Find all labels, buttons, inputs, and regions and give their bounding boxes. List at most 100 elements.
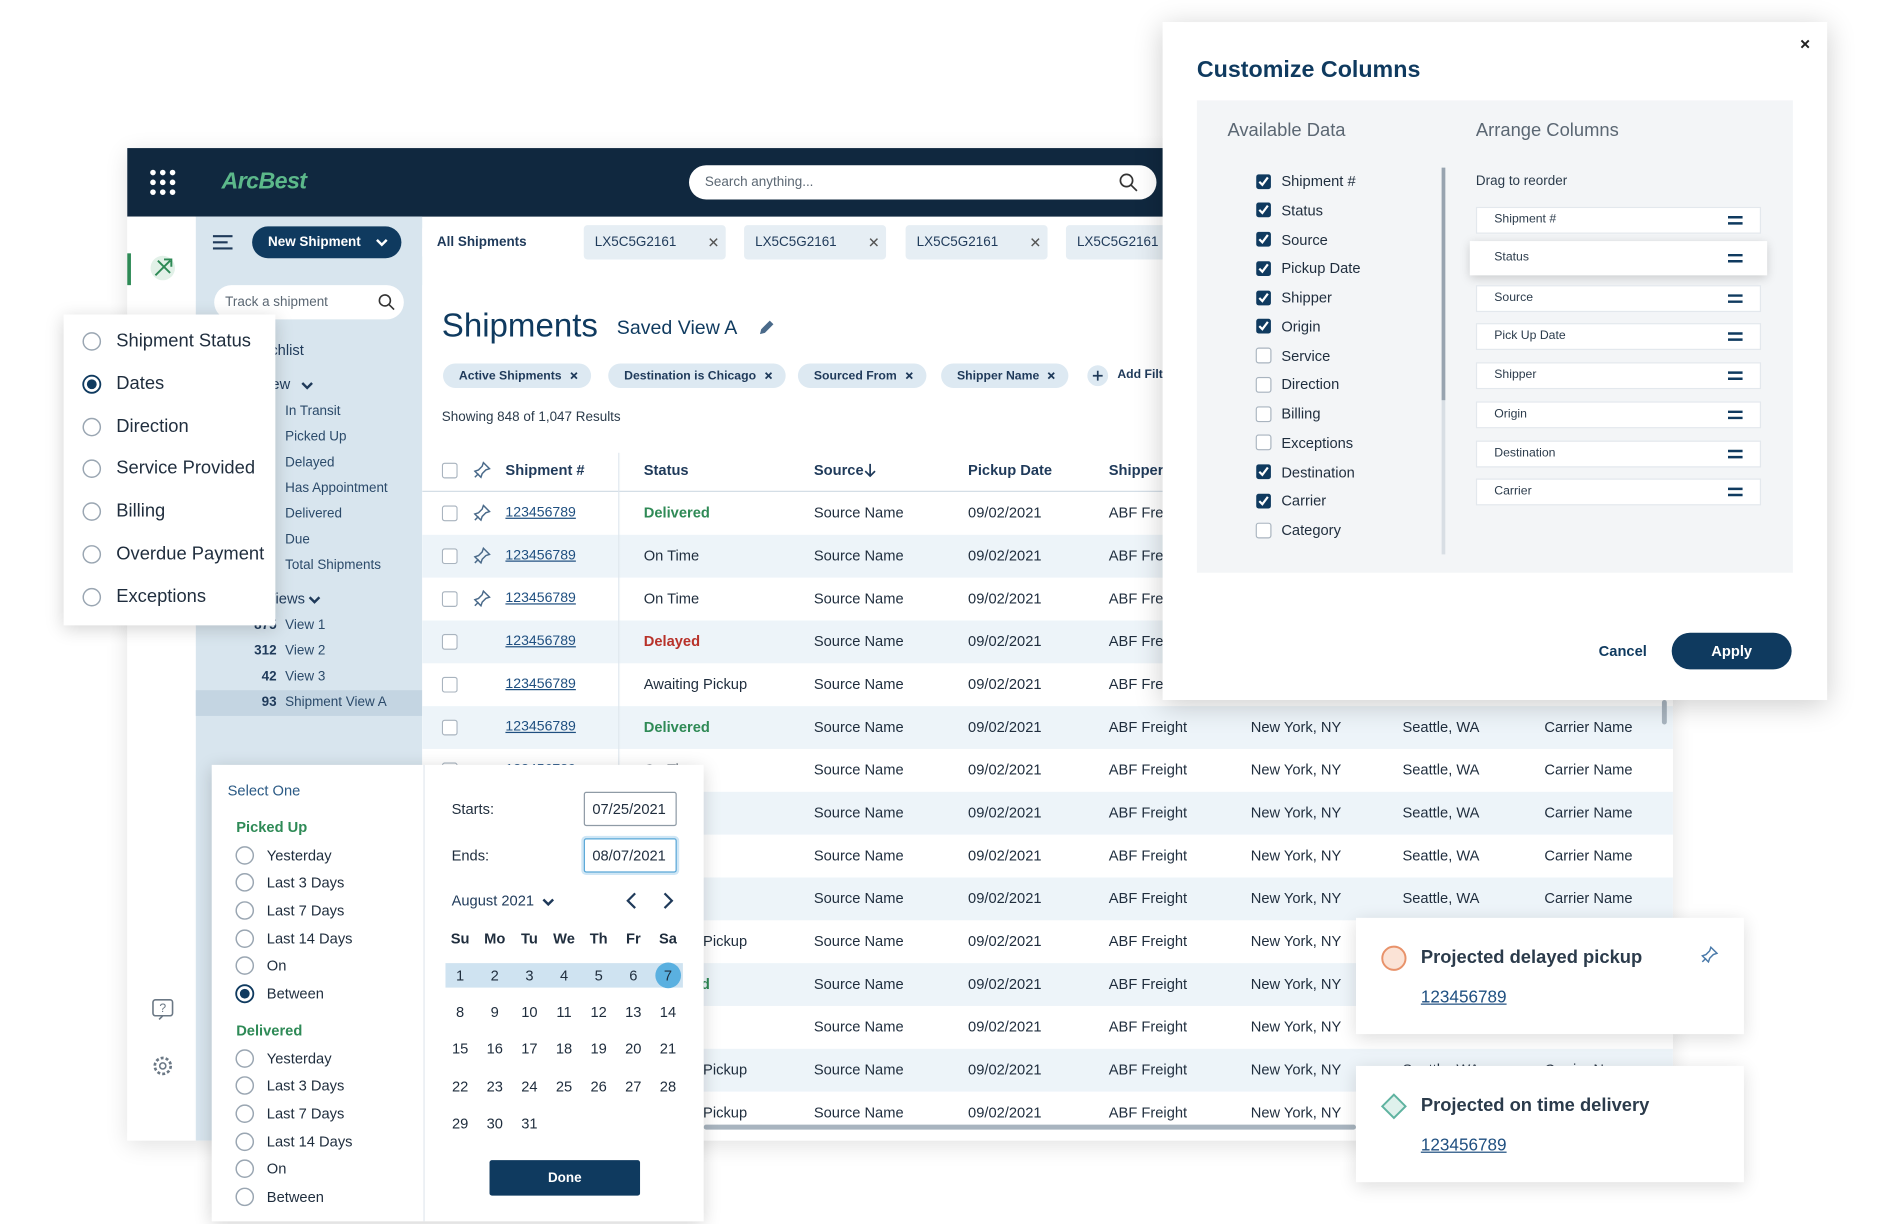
checkbox[interactable]	[441, 547, 458, 564]
pin-icon[interactable]	[473, 461, 491, 479]
day[interactable]: 14	[659, 1003, 677, 1021]
column-option[interactable]: Direction	[1281, 376, 1340, 394]
radio[interactable]	[82, 374, 102, 394]
shipment-link[interactable]: 123456789	[505, 548, 576, 563]
drag-handle[interactable]	[1728, 371, 1743, 381]
end-input[interactable]	[583, 838, 677, 873]
radio[interactable]	[235, 956, 255, 976]
track-input[interactable]	[214, 285, 404, 320]
filter-chip[interactable]: Shipper Name	[941, 363, 1069, 388]
sidebar-item[interactable]: Due	[285, 532, 310, 548]
day[interactable]: 3	[525, 966, 534, 984]
apps-icon[interactable]	[149, 169, 176, 196]
filter-chip[interactable]: Active Shipments	[443, 363, 591, 388]
edit-icon[interactable]	[758, 319, 775, 336]
day[interactable]: 15	[451, 1040, 469, 1058]
option-label[interactable]: Last 14 Days	[266, 929, 353, 947]
cancel-button[interactable]: Cancel	[1598, 642, 1647, 660]
apply-button[interactable]	[1671, 632, 1792, 670]
search-icon[interactable]	[1119, 173, 1139, 193]
checkbox[interactable]	[441, 461, 458, 478]
dropdown-chevron[interactable]	[374, 236, 389, 248]
option-label[interactable]: Last 3 Days	[266, 1077, 345, 1095]
menu-option[interactable]: Exceptions	[116, 585, 207, 607]
track-placeholder[interactable]: Track a shipment	[225, 294, 328, 310]
radio[interactable]	[235, 1159, 255, 1179]
new-shipment-button[interactable]	[252, 226, 402, 259]
column-option[interactable]: Destination	[1281, 463, 1355, 481]
arrange-label[interactable]: Status	[1494, 250, 1529, 265]
button-label[interactable]: New Shipment	[268, 234, 361, 250]
month-chevron[interactable]	[541, 896, 556, 908]
arrange-item[interactable]	[1475, 285, 1762, 313]
sidebar-item[interactable]: Picked Up	[285, 429, 347, 445]
day[interactable]: 8	[456, 1003, 465, 1021]
tab-label[interactable]: LX5C5G2161	[916, 234, 999, 250]
checkbox[interactable]	[1255, 202, 1271, 218]
drag-handle[interactable]	[1728, 410, 1743, 420]
arrange-item[interactable]	[1475, 478, 1762, 506]
drag-handle[interactable]	[1728, 332, 1743, 342]
done-button[interactable]	[489, 1160, 641, 1196]
arrange-label[interactable]: Origin	[1494, 407, 1527, 421]
day[interactable]: 21	[659, 1040, 677, 1058]
day[interactable]: 28	[659, 1077, 677, 1095]
menu-option[interactable]: Direction	[116, 415, 189, 437]
menu-icon[interactable]	[212, 234, 234, 251]
radio[interactable]	[235, 984, 255, 1004]
day[interactable]: 5	[594, 966, 603, 984]
checkbox[interactable]	[1255, 231, 1271, 247]
shipment-link[interactable]: 123456789	[505, 719, 576, 735]
start-date[interactable]: 07/25/2021	[592, 800, 666, 818]
arrange-item[interactable]	[1475, 440, 1762, 468]
settings-icon[interactable]	[152, 1055, 174, 1077]
start-input[interactable]	[583, 791, 677, 827]
option-label[interactable]: Between	[266, 1188, 324, 1206]
shipment-link[interactable]: 123456789	[505, 633, 576, 649]
day[interactable]: 24	[521, 1077, 538, 1095]
radio[interactable]	[235, 1104, 255, 1124]
tab[interactable]	[905, 225, 1048, 260]
day[interactable]: 1	[456, 966, 465, 984]
day[interactable]: 16	[486, 1040, 503, 1058]
tab-close[interactable]	[1029, 236, 1041, 248]
view-name[interactable]: View 3	[285, 669, 326, 685]
menu-option[interactable]: Overdue Payment	[116, 543, 265, 565]
option-label[interactable]: On	[266, 957, 287, 975]
option-label[interactable]: Between	[266, 985, 324, 1003]
menu-option[interactable]: Service Provided	[116, 458, 256, 479]
day[interactable]: 9	[490, 1003, 499, 1021]
column-option[interactable]: Billing	[1281, 405, 1321, 423]
checkbox[interactable]	[441, 590, 458, 607]
prev-month[interactable]	[625, 892, 637, 909]
radio[interactable]	[235, 928, 255, 948]
tab-label[interactable]: All Shipments	[436, 234, 527, 250]
checkbox[interactable]	[1255, 289, 1271, 305]
drag-handle[interactable]	[1728, 253, 1743, 263]
radio[interactable]	[235, 1048, 255, 1068]
checkbox[interactable]	[441, 633, 458, 650]
sidebar-item[interactable]: Delayed	[285, 455, 335, 470]
day[interactable]: 2	[490, 966, 499, 984]
option-label[interactable]: Yesterday	[266, 1049, 332, 1067]
drag-handle[interactable]	[1728, 294, 1743, 304]
checkbox[interactable]	[1255, 493, 1271, 509]
column-header[interactable]: Source	[813, 461, 864, 479]
shipments-icon[interactable]	[149, 255, 176, 282]
option-label[interactable]: Last 3 Days	[266, 874, 345, 892]
column-option[interactable]: Service	[1281, 346, 1331, 365]
tab[interactable]	[422, 225, 565, 260]
column-option[interactable]: Category	[1281, 521, 1341, 539]
filter-chip[interactable]: Destination is Chicago	[608, 363, 786, 388]
day[interactable]: 11	[556, 1003, 572, 1021]
view-name[interactable]: View 1	[285, 618, 326, 633]
view-name[interactable]: View 2	[285, 643, 326, 659]
option-label[interactable]: Last 7 Days	[266, 901, 345, 919]
view-name[interactable]: Shipment View A	[285, 695, 387, 710]
arrange-item[interactable]	[1475, 401, 1762, 429]
shipment-link[interactable]: 123456789	[505, 676, 576, 692]
checkbox[interactable]	[1255, 405, 1271, 422]
checkbox[interactable]	[1255, 521, 1271, 538]
day[interactable]: 6	[629, 966, 638, 984]
search-bar[interactable]	[688, 165, 1157, 200]
